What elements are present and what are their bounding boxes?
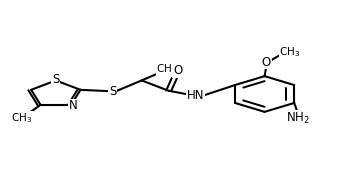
Text: CH$_3$: CH$_3$ — [156, 62, 177, 76]
Text: S: S — [52, 73, 59, 86]
Text: NH$_2$: NH$_2$ — [286, 111, 310, 126]
Text: S: S — [109, 85, 117, 98]
Text: CH$_3$: CH$_3$ — [279, 45, 300, 59]
Text: HN: HN — [187, 89, 204, 102]
Text: O: O — [173, 64, 182, 77]
Text: CH$_3$: CH$_3$ — [11, 111, 32, 125]
Text: O: O — [262, 55, 271, 69]
Text: N: N — [68, 99, 77, 112]
